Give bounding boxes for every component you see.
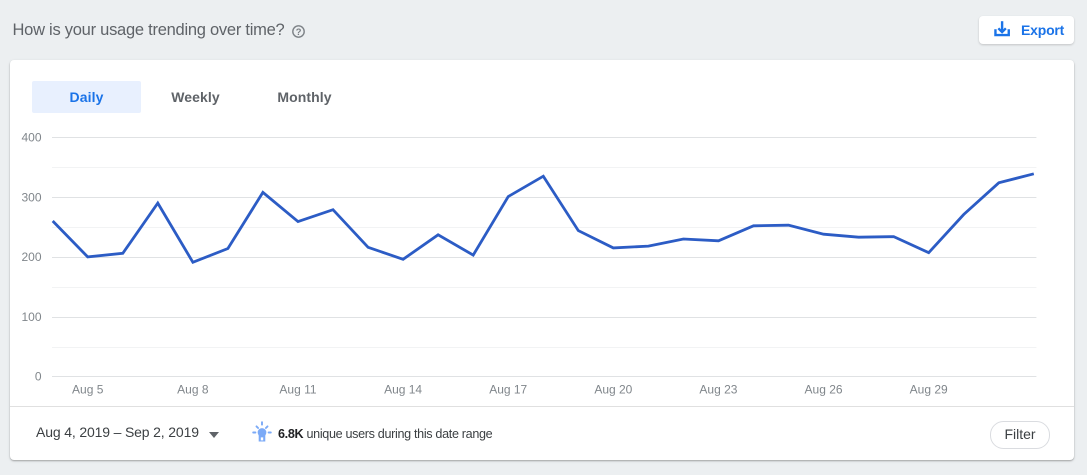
svg-text:?: ? [296,26,302,37]
